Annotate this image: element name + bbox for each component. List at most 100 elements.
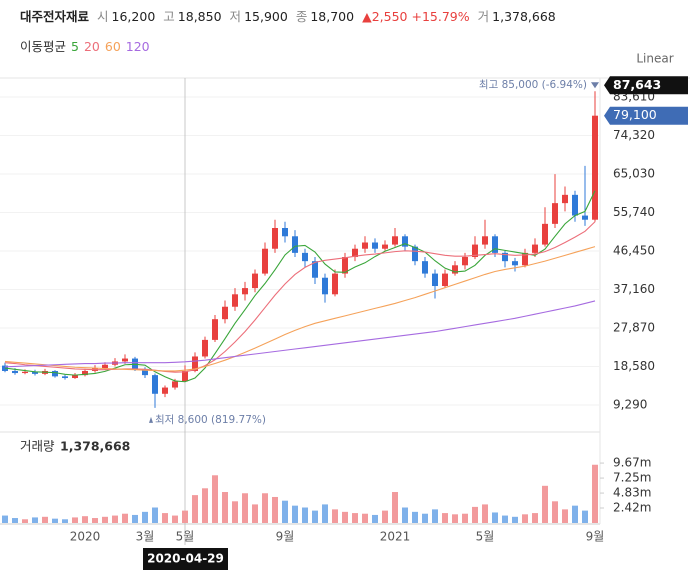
volume-bar [412, 511, 418, 523]
y-tick-label: 46,450 [613, 243, 655, 257]
volume-bar [502, 515, 508, 523]
candle-body [462, 257, 468, 266]
high-annotation: 최고 85,000 (-6.94%) [479, 79, 587, 91]
y-tick-label: 65,030 [613, 166, 655, 180]
volume-bar [72, 517, 78, 523]
candle-body [182, 370, 188, 382]
volume-bar [52, 518, 58, 523]
scale-label: Linear [636, 52, 673, 66]
candle-body [582, 215, 588, 220]
volume-bar [392, 492, 398, 523]
candle-body [122, 358, 128, 362]
volume-bar [492, 512, 498, 523]
volume-bar [342, 511, 348, 523]
candle-body [192, 356, 198, 371]
candle-body [472, 244, 478, 258]
candle-body [512, 261, 518, 266]
volume-bar [442, 513, 448, 523]
candle-body [162, 387, 168, 394]
volume-bar [482, 504, 488, 523]
volume-bar [512, 516, 518, 523]
y-tick-label: 9.67m [613, 456, 651, 470]
crosshair-price-box [604, 76, 688, 95]
volume-bar [312, 510, 318, 523]
candle-body [492, 236, 498, 253]
volume-bar [102, 516, 108, 523]
volume-bar [172, 515, 178, 523]
field-value: 18,850 [177, 9, 222, 24]
field-label: 거 [477, 9, 490, 24]
candle-body [422, 261, 428, 274]
field-label: 고 [163, 9, 175, 24]
volume-bar [202, 488, 208, 523]
candle-body [552, 203, 558, 224]
candle-body [202, 339, 208, 357]
candle-body [412, 246, 418, 262]
candle-body [132, 358, 138, 369]
candle-body [372, 242, 378, 249]
volume-bar [182, 510, 188, 523]
candle-body [52, 370, 58, 377]
candle-body [102, 364, 108, 369]
ma-line [4, 300, 596, 368]
volume-bar [132, 514, 138, 523]
candle-body [362, 242, 368, 249]
volume-bar [42, 516, 48, 523]
volume-bar [22, 519, 28, 523]
candle-body [222, 306, 228, 320]
volume-bar [232, 501, 238, 523]
field-label: 저 [229, 9, 242, 24]
candle-body [82, 370, 88, 376]
volume-bar [192, 495, 198, 523]
volume-bar [562, 509, 568, 523]
volume-bar [162, 513, 168, 523]
y-tick-label: 55,740 [613, 205, 655, 219]
x-tick-label: 9월 [586, 530, 605, 544]
candle-body [572, 194, 578, 216]
candle-body [302, 252, 308, 262]
volume-bar [282, 500, 288, 523]
candle-body [442, 273, 448, 287]
candle-body [12, 370, 18, 374]
volume-bar [302, 507, 308, 523]
volume-bar [212, 475, 218, 523]
low-marker [149, 416, 153, 423]
volume-bar [2, 515, 8, 523]
volume-bar [222, 492, 228, 523]
header: 대주전자재료 시 16,200 고 18,850 저 15,900 종 18,700 ▲2,550… [20, 6, 556, 25]
candle-body [212, 319, 218, 340]
y-tick-label: 7.25m [613, 471, 651, 485]
candle-body [142, 368, 148, 376]
candle-body [22, 371, 28, 374]
ma-line [4, 190, 596, 383]
volume-bar [352, 513, 358, 523]
candle-body [32, 371, 38, 374]
change-pct: +15.79% [411, 9, 470, 24]
last-price-box [604, 106, 688, 125]
last-price-label: 79,100 [613, 107, 657, 122]
y-tick-label: 74,320 [613, 128, 655, 142]
volume-bar [82, 516, 88, 523]
low-annotation: 최저 8,600 (819.77%) [155, 414, 266, 426]
volume-bar [242, 493, 248, 523]
candle-body [382, 244, 388, 249]
high-marker [591, 82, 599, 89]
field-value: 15,900 [244, 9, 288, 24]
field-label: 종 [295, 9, 308, 24]
volume-bar [372, 514, 378, 523]
crosshair-date-label: 2020-04-29 [147, 552, 224, 566]
volume-bar [452, 514, 458, 523]
candle-body [322, 277, 328, 295]
candle-body [532, 244, 538, 253]
stock-name: 대주전자재료 [20, 9, 90, 24]
candle-body [272, 227, 278, 249]
volume-bar [572, 505, 578, 523]
field-label: 시 [97, 9, 109, 24]
x-tick-label: 2021 [380, 530, 411, 544]
candle-body [482, 236, 488, 245]
y-tick-label: 4.83m [613, 486, 651, 500]
volume-bar [532, 513, 538, 523]
y-tick-label: 18,580 [613, 359, 655, 373]
candle-body [392, 236, 398, 245]
